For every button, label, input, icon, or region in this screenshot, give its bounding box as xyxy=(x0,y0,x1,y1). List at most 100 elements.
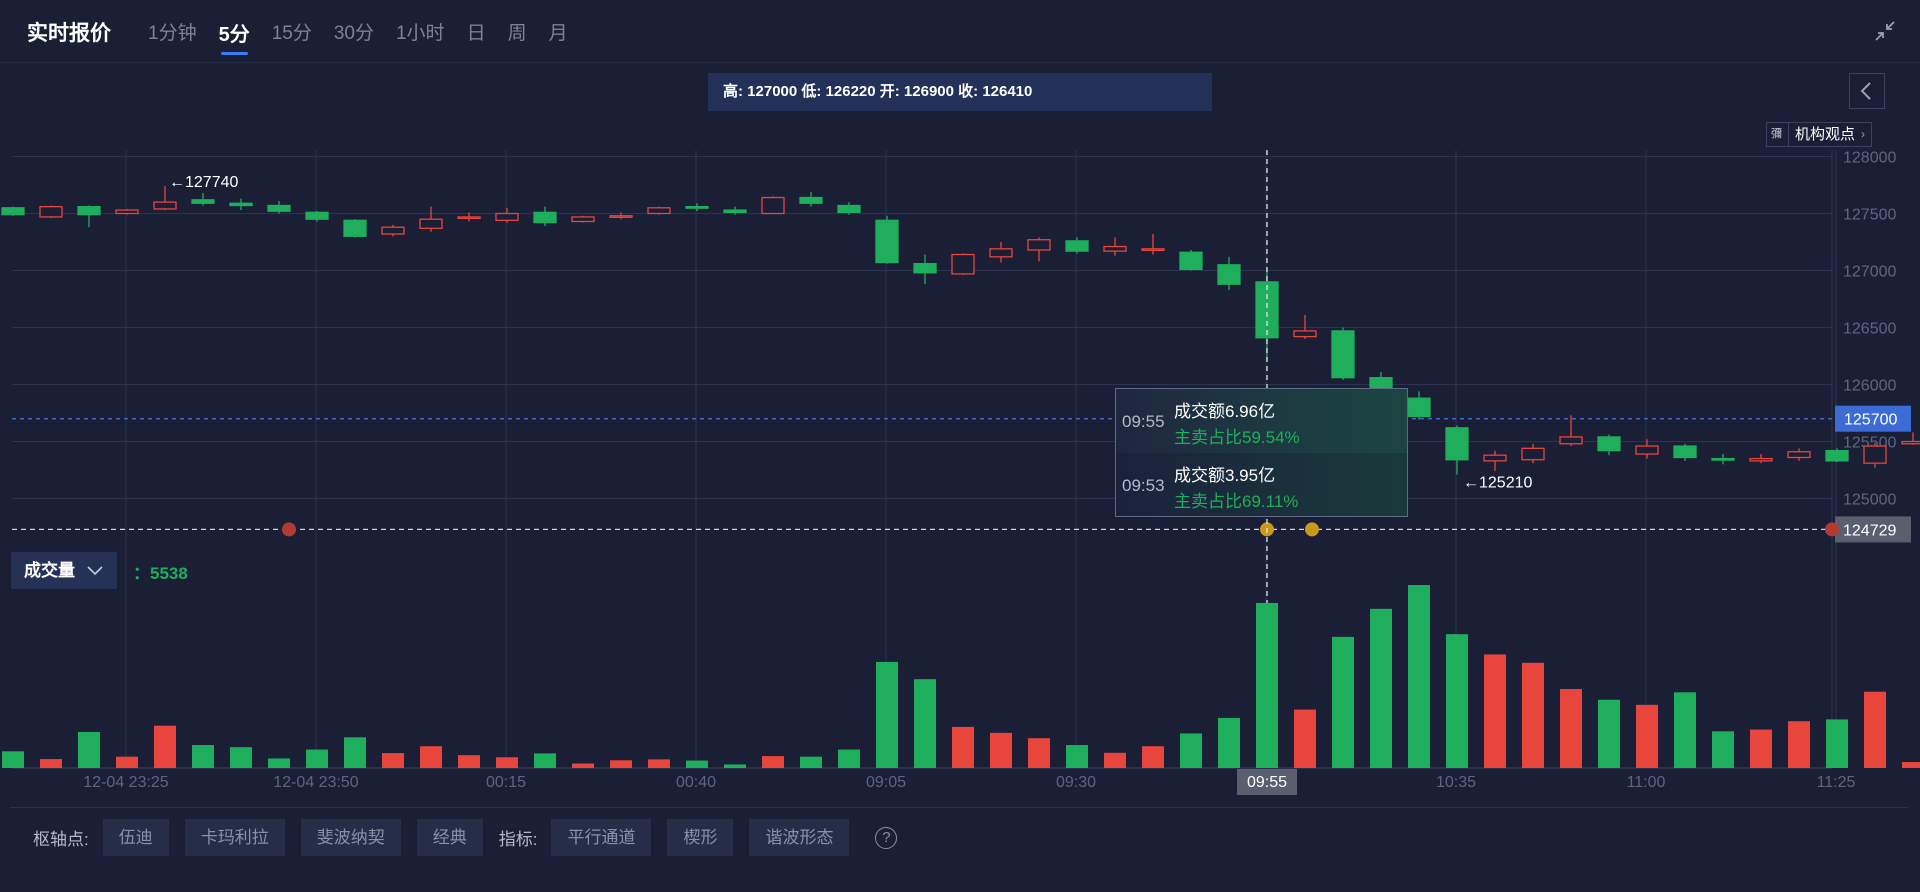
x-tick-label: 00:40 xyxy=(676,774,716,791)
volume-bar xyxy=(496,757,518,768)
candle-body xyxy=(989,248,1013,258)
volume-bar xyxy=(1902,762,1920,768)
chevron-right-icon: › xyxy=(1861,127,1866,141)
volume-bar xyxy=(724,764,746,768)
tooltip-amount: 成交额3.95亿 xyxy=(1174,466,1276,485)
candle-body xyxy=(647,207,671,215)
volume-bar xyxy=(1788,721,1810,768)
candle-body xyxy=(1901,440,1920,445)
volume-bar xyxy=(230,747,252,768)
volume-bar xyxy=(2,751,24,768)
candle-body xyxy=(571,216,595,223)
pivot-camarilla-button[interactable]: 卡玛利拉 xyxy=(184,819,285,856)
interval-tabs: 1分钟 5分 15分 30分 1小时 日 周 月 xyxy=(148,18,590,55)
volume-bar xyxy=(1826,719,1848,768)
candle-body xyxy=(1255,281,1279,339)
chevron-left-icon[interactable] xyxy=(1849,73,1885,109)
candle-body xyxy=(837,204,861,214)
tab-day[interactable]: 日 xyxy=(466,23,486,44)
volume-select-label: 成交量 xyxy=(24,561,75,580)
candle-body xyxy=(1483,454,1507,462)
pivot-woodie-button[interactable]: 伍迪 xyxy=(102,819,169,856)
candle-body xyxy=(1673,445,1697,459)
tooltip-ratio: 主卖占比69.11% xyxy=(1174,492,1299,511)
candle-body xyxy=(875,219,899,264)
tab-1min[interactable]: 1分钟 xyxy=(148,23,197,44)
volume-bar xyxy=(1332,636,1354,768)
candle-body xyxy=(419,218,443,229)
candle-body xyxy=(1217,264,1241,285)
price-label-marker: 124729 xyxy=(1843,522,1896,539)
volume-bar xyxy=(192,745,214,768)
pivot-classic-button[interactable]: 经典 xyxy=(416,819,483,856)
candle-body xyxy=(913,263,937,274)
collapse-icon[interactable] xyxy=(1874,20,1896,42)
candle-body xyxy=(1749,457,1773,462)
institution-label: 机构观点 xyxy=(1795,126,1856,143)
volume-indicator-select[interactable]: 成交量 xyxy=(11,552,117,589)
tooltip-row: 09:53 成交额3.95亿 主卖占比69.11% xyxy=(1116,453,1407,517)
help-icon[interactable]: ? xyxy=(875,826,898,849)
volume-bar xyxy=(1712,731,1734,768)
candle-body xyxy=(153,201,177,210)
tab-30min[interactable]: 30分 xyxy=(333,23,374,44)
indicator-label: 指标: xyxy=(498,830,538,849)
volume-bar xyxy=(1560,689,1582,768)
harmonic-pattern-button[interactable]: 谐波形态 xyxy=(749,819,850,856)
candle-body xyxy=(1863,445,1887,464)
tab-1hour[interactable]: 1小时 xyxy=(395,23,445,44)
x-tick-label: 10:35 xyxy=(1436,774,1476,791)
parallel-channel-button[interactable]: 平行通道 xyxy=(551,819,652,856)
candle-body xyxy=(229,202,253,207)
volume-bar xyxy=(1674,692,1696,768)
candle-body xyxy=(951,253,975,275)
volume-bar xyxy=(610,760,632,768)
candle-body xyxy=(1103,245,1127,252)
volume-bar xyxy=(1408,585,1430,768)
candle-body xyxy=(1065,240,1089,252)
candle-body xyxy=(1787,451,1811,459)
tab-month[interactable]: 月 xyxy=(548,23,568,44)
drawing-toolbar: 枢轴点: 伍迪 卡玛利拉 斐波纳契 经典 指标: 平行通道 楔形 谐波形态 ? xyxy=(33,819,898,856)
candle-body xyxy=(267,204,291,212)
institution-logo: 彌 xyxy=(1771,123,1789,146)
y-tick-label: 128000 xyxy=(1843,150,1896,167)
pivot-fibonacci-button[interactable]: 斐波纳契 xyxy=(300,819,401,856)
volume-bar xyxy=(1864,691,1886,768)
tab-5min[interactable]: 5分 xyxy=(219,18,250,55)
crosshair-x-label: 09:55 xyxy=(1247,774,1287,791)
candle-body xyxy=(609,215,633,218)
chart-header: 实时报价 1分钟 5分 15分 30分 1小时 日 周 月 xyxy=(0,0,1920,63)
candle-body xyxy=(381,226,405,235)
tab-week[interactable]: 周 xyxy=(507,23,527,44)
volume-bar xyxy=(876,661,898,768)
volume-bar xyxy=(116,756,138,768)
wedge-button[interactable]: 楔形 xyxy=(667,819,734,856)
volume-bar xyxy=(306,749,328,768)
volume-bar xyxy=(1484,654,1506,768)
volume-bar xyxy=(1636,704,1658,768)
tab-15min[interactable]: 15分 xyxy=(271,23,312,44)
volume-bar xyxy=(1066,745,1088,768)
chevron-down-icon xyxy=(85,552,105,602)
candle-body xyxy=(533,211,557,224)
volume-bar xyxy=(344,737,366,768)
x-tick-label: 12-04 23:25 xyxy=(83,774,169,791)
volume-bar xyxy=(648,759,670,768)
volume-bar xyxy=(914,679,936,768)
candle-body xyxy=(115,209,139,215)
volume-bar xyxy=(78,731,100,768)
candle-body xyxy=(1711,457,1735,461)
volume-bar xyxy=(268,758,290,768)
candle-body xyxy=(495,212,519,221)
candle-body xyxy=(723,209,747,214)
candle-body xyxy=(39,206,63,218)
candle-body xyxy=(343,219,367,237)
candle-body xyxy=(1597,436,1621,452)
institution-view-button[interactable]: 彌 机构观点 › xyxy=(1766,122,1873,147)
volume-bar xyxy=(1180,733,1202,768)
volume-bar xyxy=(1294,709,1316,768)
volume-bar xyxy=(382,753,404,768)
volume-bar xyxy=(838,749,860,768)
